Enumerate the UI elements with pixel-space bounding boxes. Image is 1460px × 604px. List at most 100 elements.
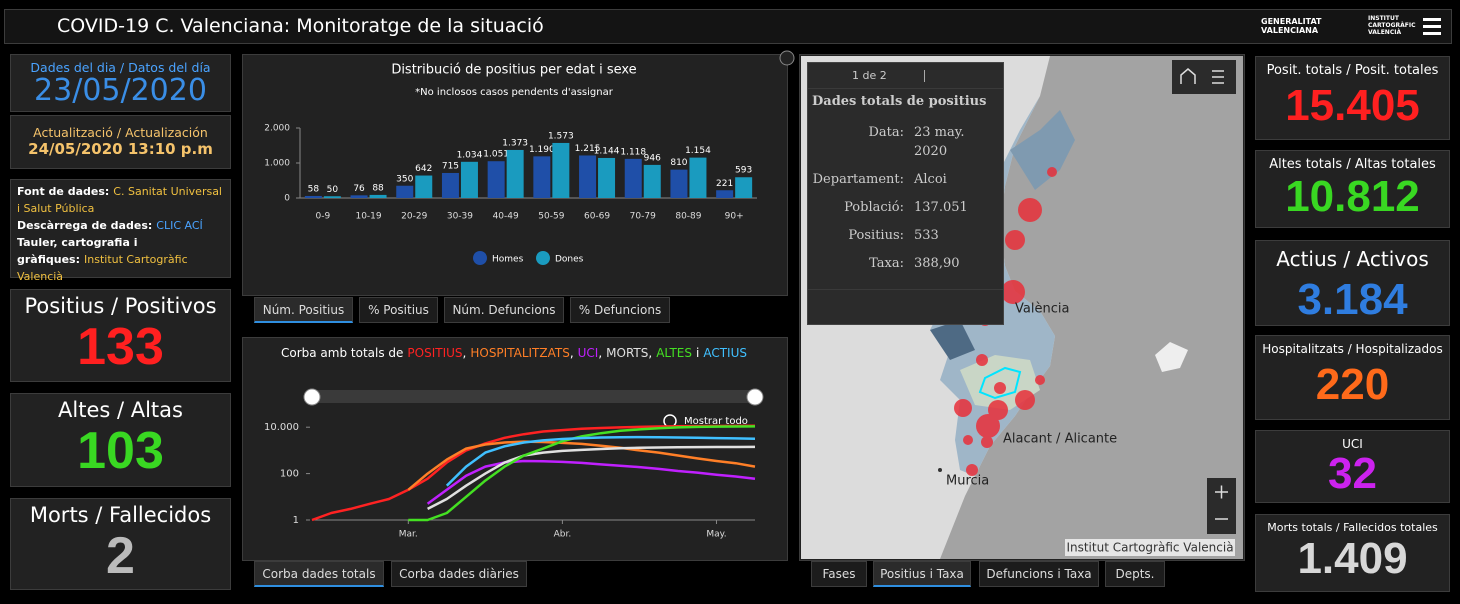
attribution-bg <box>1065 539 1235 556</box>
bar-value-label: 946 <box>644 153 661 163</box>
source-label: Tauler, cartografia i gràfiques: <box>17 236 138 266</box>
title-separator: , <box>648 346 652 360</box>
tab[interactable]: Fases <box>811 561 867 587</box>
list-button[interactable] <box>1212 70 1224 84</box>
bar-value-label: 1.144 <box>594 146 620 156</box>
popup-field-label: Positius: <box>848 228 904 243</box>
logo-line: CARTOGRÀFIC <box>1368 22 1416 29</box>
popup-row: Positius: 533 <box>808 226 1003 245</box>
expand-button[interactable] <box>779 50 795 66</box>
popup-field-label: Població: <box>844 200 904 215</box>
popup-field-label: Taxa: <box>869 256 904 271</box>
header-title: COVID-19 C. Valenciana: Monitoratge de l… <box>57 15 544 37</box>
title-separator: , <box>598 346 602 360</box>
popup-pager: 1 de 2 <box>808 63 1003 89</box>
kpi-box: Morts / Fallecidos 2 <box>10 498 231 590</box>
day-date: 23/05/2020 <box>34 73 207 108</box>
tab[interactable]: Depts. <box>1105 561 1165 587</box>
chart-title: Corba amb totals de POSITIUS, HOSPITALITZA… <box>281 346 747 360</box>
source-value[interactable]: CLIC ACÍ <box>156 219 203 232</box>
popup-row: Població: 137.051 <box>808 198 1003 217</box>
series-line <box>407 440 756 491</box>
popup-field-value: Alcoi <box>914 172 947 187</box>
popup-nav[interactable] <box>924 70 985 82</box>
home-button[interactable] <box>1180 68 1196 84</box>
tab[interactable]: Corba dades diàries <box>391 561 527 587</box>
x-tick-label: 40-49 <box>493 212 519 222</box>
kpi-label: Posit. totals / Posit. totales <box>1266 63 1439 78</box>
title-series: POSITIUS <box>407 346 462 360</box>
series-line <box>426 459 756 505</box>
update-panel: Actualització / Actualización 24/05/2020… <box>10 115 231 169</box>
series-line <box>445 435 756 487</box>
series-line <box>427 445 756 511</box>
kpi-value: 1.409 <box>1297 534 1408 583</box>
show-all-button[interactable]: Mostrar todo <box>684 416 748 427</box>
bar <box>369 194 387 198</box>
tab[interactable]: % Defuncions <box>570 297 670 323</box>
kpi-box: UCI 32 <box>1255 430 1450 503</box>
tab[interactable]: % Positius <box>359 297 438 323</box>
title-series: UCI <box>578 346 599 360</box>
kpi-value: 220 <box>1315 360 1390 409</box>
popup-field-value: 533 <box>914 228 939 243</box>
kpi-value: 32 <box>1328 449 1377 498</box>
tab[interactable]: Defuncions i Taxa <box>979 561 1099 587</box>
kpi-box: Hospitalitzats / Hospitalizados 220 <box>1255 335 1450 420</box>
kpi-label: Actius / Activos <box>1276 247 1429 271</box>
bar <box>670 169 688 198</box>
tab[interactable]: Corba dades totals <box>254 561 384 587</box>
bar <box>533 156 551 198</box>
logo-line: GENERALITAT <box>1261 17 1322 26</box>
x-tick-label: May. <box>706 530 726 540</box>
legend-swatch <box>536 251 550 265</box>
range-track[interactable] <box>312 390 755 403</box>
bar <box>624 158 642 198</box>
bar <box>716 190 734 198</box>
legend-label: Homes <box>492 255 524 265</box>
bar-value-label: 593 <box>735 166 752 176</box>
logo-line: VALENCIANA <box>1261 26 1319 35</box>
bar <box>689 157 707 198</box>
bar-value-label: 88 <box>372 183 384 193</box>
kpi-label: Hospitalitzats / Hospitalizados <box>1262 342 1443 356</box>
bar-value-label: 1.190 <box>529 145 555 155</box>
bar <box>304 195 322 198</box>
island <box>1155 342 1188 372</box>
menu-button[interactable] <box>1423 18 1441 21</box>
tab[interactable]: Positius i Taxa <box>873 561 971 587</box>
x-tick-label: Mar. <box>399 530 418 540</box>
kpi-value: 3.184 <box>1297 275 1408 324</box>
line-panel <box>242 337 788 561</box>
x-tick-label: 60-69 <box>584 212 610 222</box>
kpi-label: UCI <box>1342 437 1363 451</box>
range-handle[interactable] <box>303 388 321 406</box>
source-row: Font de dades: C. Sanitat Universal i Sal… <box>17 183 224 217</box>
popup-row: Taxa: 388,90 <box>808 254 1003 273</box>
kpi-label: Morts totals / Fallecidos totales <box>1267 521 1438 534</box>
bar <box>460 161 478 198</box>
bar-value-label: 1.154 <box>685 146 711 156</box>
x-tick-label: 90+ <box>725 212 744 222</box>
update-label: Actualització / Actualización <box>33 125 208 140</box>
title-series: HOSPITALITZATS <box>470 346 569 360</box>
bar-value-label: 221 <box>716 179 733 189</box>
popup-field-value: 137.051 <box>914 200 968 215</box>
map-label: Murcia <box>946 474 989 489</box>
logo-line: INSTITUT <box>1368 15 1399 22</box>
kpi-label: Altes / Altas <box>58 398 183 422</box>
region-dept <box>930 320 975 360</box>
bar <box>598 157 616 198</box>
title-series: ALTES <box>656 346 692 360</box>
y-tick-label: 1.000 <box>264 159 290 169</box>
map-tools[interactable] <box>1172 60 1236 94</box>
popup-row: Departament: Alcoi <box>808 170 1003 189</box>
logo-generalitat: GENERALITAT VALENCIANA <box>1261 17 1321 35</box>
legend-swatch <box>473 251 487 265</box>
title-text: Corba amb totals de <box>281 346 403 360</box>
tab[interactable]: Núm. Defuncions <box>444 297 564 323</box>
tab[interactable]: Núm. Positius <box>254 297 353 323</box>
range-handle[interactable] <box>746 388 764 406</box>
city-dot <box>938 468 942 472</box>
popup-footer <box>808 289 1003 290</box>
